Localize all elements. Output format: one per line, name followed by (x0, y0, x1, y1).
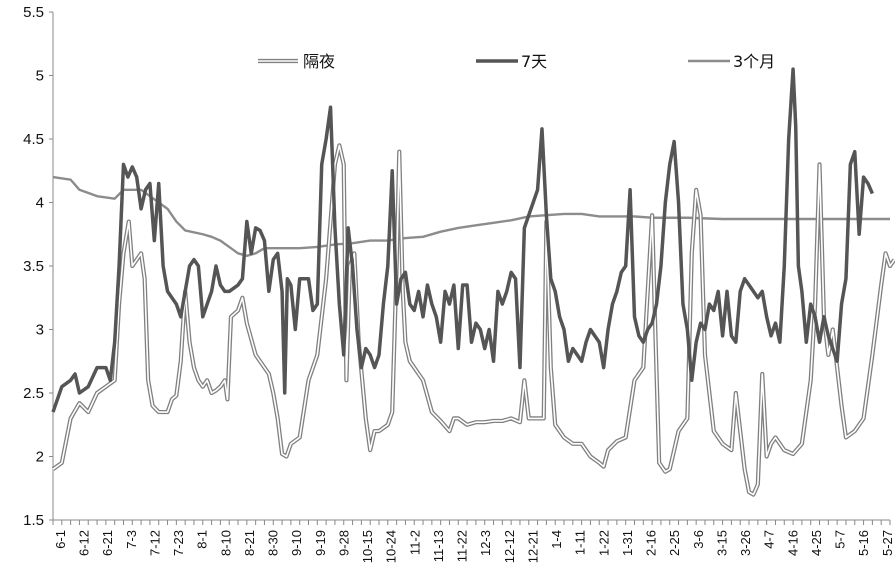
x-tick-label: 12-3 (478, 530, 493, 556)
x-tick-label: 5-7 (833, 530, 848, 549)
y-tick-label: 2 (36, 449, 44, 466)
x-tick-label: 3-15 (714, 530, 729, 556)
x-tick-label: 4-7 (762, 530, 777, 549)
x-tick-label: 11-2 (407, 530, 422, 555)
series-line (51, 67, 874, 413)
x-tick-label: 4-25 (809, 530, 824, 556)
y-tick-label: 3.5 (23, 258, 44, 275)
x-tick-label: 2-16 (644, 530, 659, 556)
x-tick-label: 1-31 (620, 530, 635, 556)
x-tick-label: 8-1 (195, 530, 210, 549)
x-tick-label: 9-28 (336, 530, 351, 556)
series-7天 (51, 67, 874, 413)
x-tick-label: 6-21 (100, 530, 115, 556)
x-tick-label: 6-12 (77, 530, 92, 556)
series-line (52, 175, 890, 258)
series-隔夜 (51, 143, 895, 497)
series-line-inner (52, 144, 895, 496)
legend-label: 3个月 (733, 52, 775, 71)
legend-label: 7天 (521, 52, 547, 71)
x-tick-label: 1-11 (573, 530, 588, 555)
y-tick-label: 5.5 (23, 4, 44, 21)
y-tick-label: 5 (36, 68, 44, 85)
y-tick-label: 4.5 (23, 131, 44, 148)
x-tick-label: 9-19 (313, 530, 328, 556)
legend-item-7天: 7天 (476, 52, 547, 71)
legend-label: 隔夜 (303, 52, 335, 71)
x-tick-label: 5-16 (856, 530, 871, 556)
x-tick-label: 3-6 (691, 530, 706, 549)
y-tick-label: 1.5 (23, 512, 44, 529)
series-3个月 (52, 175, 890, 258)
x-tick-label: 10-15 (360, 530, 375, 563)
x-tick-label: 7-23 (171, 530, 186, 556)
legend-item-3个月: 3个月 (688, 52, 775, 71)
x-tick-label: 12-12 (502, 530, 517, 563)
x-tick-label: 3-26 (738, 530, 753, 556)
y-tick-label: 2.5 (23, 385, 44, 402)
x-tick-label: 10-24 (384, 530, 399, 563)
x-tick-label: 8-21 (242, 530, 257, 556)
x-tick-label: 8-30 (266, 530, 281, 556)
x-tick-label: 6-1 (53, 530, 68, 549)
x-tick-label: 11-13 (431, 530, 446, 562)
x-tick-label: 4-16 (785, 530, 800, 556)
x-tick-label: 8-10 (218, 530, 233, 556)
x-tick-label: 7-3 (124, 530, 139, 549)
x-tick-label: 2-25 (667, 530, 682, 556)
x-tick-label: 5-27 (880, 530, 895, 556)
y-tick-label: 3 (36, 322, 44, 339)
y-tick-label: 4 (36, 195, 44, 212)
x-tick-label: 12-21 (525, 530, 540, 563)
x-tick-label: 1-4 (549, 530, 564, 549)
x-tick-label: 11-22 (455, 530, 470, 562)
x-tick-label: 1-22 (596, 530, 611, 556)
x-tick-label: 9-10 (289, 530, 304, 556)
x-tick-label: 7-12 (147, 530, 162, 556)
legend-item-隔夜: 隔夜 (258, 52, 335, 71)
